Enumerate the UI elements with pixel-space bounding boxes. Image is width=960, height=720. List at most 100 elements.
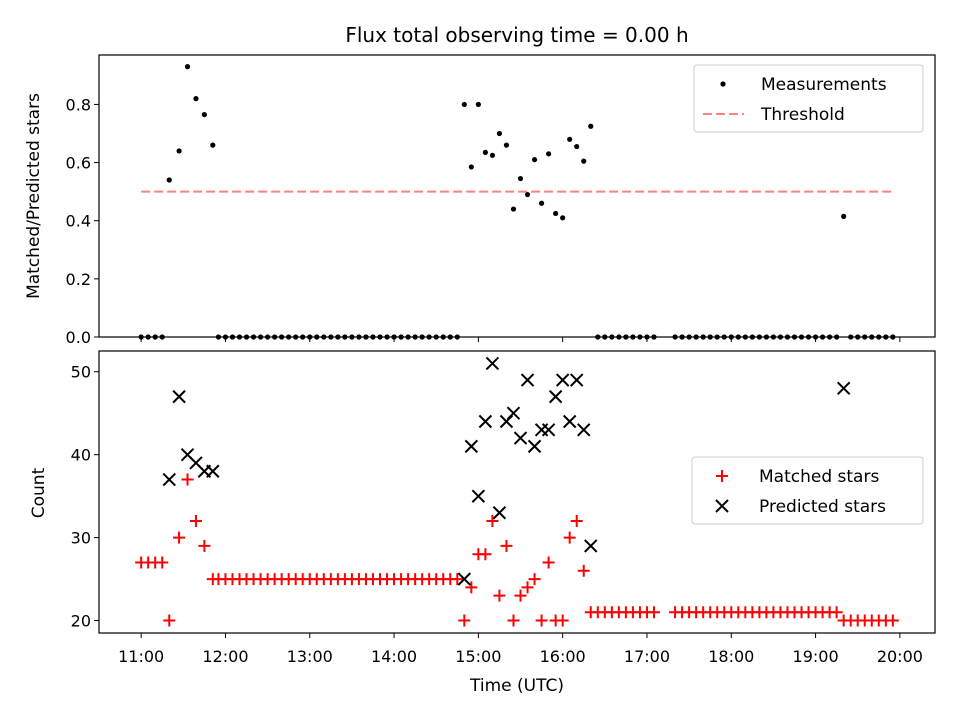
measurement-point xyxy=(433,334,439,340)
predicted-star-point xyxy=(172,389,186,404)
measurement-point xyxy=(176,148,182,154)
predicted-star-point xyxy=(464,439,479,454)
matched-star-point xyxy=(458,614,471,627)
matched-star-points xyxy=(135,473,899,627)
measurement-point xyxy=(342,334,348,340)
measurement-point xyxy=(250,334,257,340)
measurement-point xyxy=(496,130,503,137)
measurement-point xyxy=(412,334,418,340)
measurement-point xyxy=(265,334,271,340)
measurement-point xyxy=(377,334,383,340)
bottom-x-tick-label: 18:00 xyxy=(708,647,754,666)
measurement-point xyxy=(728,334,734,340)
figure-title: Flux total observing time = 0.00 h xyxy=(345,23,688,47)
matched-star-point xyxy=(156,556,169,569)
measurement-point xyxy=(145,334,151,340)
matched-star-point xyxy=(528,573,541,586)
matched-star-point xyxy=(563,531,576,544)
measurement-point xyxy=(686,334,692,340)
measurement-point xyxy=(763,334,769,340)
measurement-point xyxy=(707,334,713,340)
measurement-point xyxy=(595,334,601,340)
measurement-point xyxy=(215,334,222,340)
measurement-point xyxy=(405,334,411,340)
measurement-point xyxy=(588,123,594,129)
measurement-point xyxy=(398,334,404,340)
measurement-point xyxy=(609,334,615,340)
bottom-x-tick-label: 11:00 xyxy=(118,647,164,666)
bottom-y-axis-label: Count xyxy=(29,467,49,518)
top-y-tick-label: 0.2 xyxy=(66,270,91,289)
measurement-point xyxy=(651,334,657,340)
measurement-point xyxy=(328,334,334,340)
measurement-point xyxy=(798,334,805,340)
predicted-star-point xyxy=(584,539,598,553)
predicted-star-point xyxy=(506,406,521,420)
predicted-star-point xyxy=(457,572,472,586)
measurement-point xyxy=(524,191,531,198)
matched-star-point xyxy=(570,515,583,528)
predicted-star-point xyxy=(485,356,500,371)
measurement-point xyxy=(222,334,229,340)
top-legend-box xyxy=(693,64,924,133)
measurement-point xyxy=(777,334,784,340)
measurement-point xyxy=(805,334,812,340)
measurement-point xyxy=(581,158,587,164)
predicted-star-point xyxy=(492,506,507,520)
predicted-star-point xyxy=(541,423,556,437)
matched-star-point xyxy=(542,556,555,569)
measurement-point xyxy=(672,334,678,340)
bottom-x-tick-label: 13:00 xyxy=(287,647,333,666)
measurement-point xyxy=(616,334,622,340)
predicted-star-point xyxy=(162,472,176,487)
bottom-y-tick-label: 40 xyxy=(71,446,91,465)
measurement-point xyxy=(553,210,559,217)
measurement-point xyxy=(257,334,264,340)
matched-star-point xyxy=(181,473,194,486)
bottom-y-ticks: 20 30 40 50 xyxy=(71,363,99,631)
matched-star-point xyxy=(577,564,590,577)
bottom-y-tick-label: 50 xyxy=(71,363,91,382)
measurement-point xyxy=(834,334,840,340)
measurement-point xyxy=(574,143,580,150)
top-legend: Measurements Threshold xyxy=(693,64,924,133)
measurement-point xyxy=(152,334,158,340)
predicted-star-point xyxy=(471,489,486,503)
measurement-point xyxy=(827,334,833,340)
measurement-point xyxy=(791,334,798,340)
legend-matched-marker xyxy=(716,470,728,482)
measurement-point xyxy=(184,64,191,70)
measurement-point xyxy=(812,334,819,340)
measurement-point xyxy=(602,334,608,340)
measurement-point xyxy=(531,157,538,163)
top-panel: 0.00.20.40.60.8 Matched/Predicted stars … xyxy=(24,54,936,347)
matched-star-point xyxy=(189,515,202,528)
measurement-point xyxy=(419,334,425,340)
measurement-point xyxy=(370,334,376,340)
predicted-star-point xyxy=(478,414,493,429)
measurement-point xyxy=(623,334,629,340)
measurement-point xyxy=(721,334,727,340)
measurement-point xyxy=(819,334,826,340)
measurement-point xyxy=(286,334,292,340)
measurement-point xyxy=(279,334,285,340)
predicted-star-point xyxy=(562,414,577,429)
bottom-x-tick-label: 12:00 xyxy=(202,647,248,666)
bottom-x-tick-label: 15:00 xyxy=(455,647,501,666)
measurement-point xyxy=(630,334,636,340)
matched-star-point xyxy=(507,614,520,627)
legend-predicted-label: Predicted stars xyxy=(759,497,886,517)
matched-star-point xyxy=(514,589,527,602)
measurement-point xyxy=(637,334,643,340)
measurement-point xyxy=(693,334,699,340)
measurement-point xyxy=(300,334,306,340)
measurement-point xyxy=(243,334,250,340)
measurement-point xyxy=(229,334,236,340)
predicted-star-point xyxy=(555,373,570,387)
measurement-point xyxy=(735,334,741,340)
measurement-point xyxy=(363,334,369,340)
bottom-x-tick-label: 14:00 xyxy=(371,647,417,666)
measurement-point xyxy=(700,334,706,340)
